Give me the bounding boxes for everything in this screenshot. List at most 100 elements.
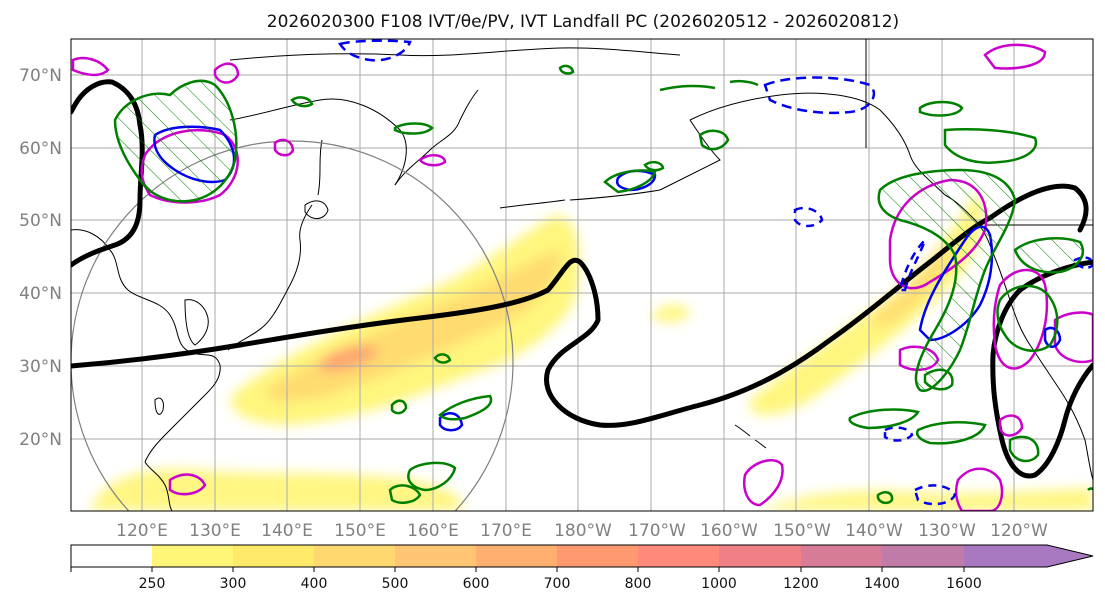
landfall-16 bbox=[1008, 435, 1040, 463]
colorbar-label: 250 bbox=[139, 576, 166, 592]
map-frame bbox=[70, 38, 1094, 512]
lat-label: 70°N bbox=[19, 66, 62, 86]
ivt-small-blob bbox=[650, 304, 690, 323]
theta-e-warm-4 bbox=[71, 56, 110, 77]
range-ring bbox=[71, 140, 514, 511]
landfall-19 bbox=[390, 399, 408, 415]
coast-japan bbox=[227, 204, 313, 351]
colorbar-label: 1200 bbox=[783, 576, 819, 592]
colorbar-segment bbox=[557, 545, 638, 567]
map-area bbox=[71, 39, 1093, 511]
landfall-7 bbox=[698, 129, 730, 151]
landfall-22 bbox=[433, 353, 452, 364]
landfall-12 bbox=[996, 284, 1059, 352]
coast-taiwan bbox=[154, 397, 164, 415]
landfall-11 bbox=[918, 100, 964, 117]
coast-hokkaido bbox=[304, 200, 329, 219]
theta-e-warm-10 bbox=[168, 473, 207, 496]
colorbar-label: 1400 bbox=[864, 576, 900, 592]
landfall-3 bbox=[290, 96, 314, 108]
ivt-plume-east bbox=[749, 195, 984, 415]
colorbar: 250 300 400 500 600 700 800 1000 1200 14… bbox=[70, 544, 1094, 592]
theta-e-cold-4 bbox=[438, 412, 464, 432]
theta-e-warm-7 bbox=[992, 268, 1049, 370]
colorbar-ticks bbox=[70, 567, 965, 572]
colorbar-label: 800 bbox=[625, 576, 652, 592]
lon-label: 130°E bbox=[189, 521, 241, 541]
landfall-8 bbox=[659, 79, 759, 92]
lon-label: 160°E bbox=[407, 521, 459, 541]
ivt-south-band-east bbox=[760, 488, 1093, 511]
colorbar-label: 300 bbox=[220, 576, 247, 592]
theta-e-warm-13 bbox=[1053, 311, 1093, 364]
lat-labels: 70°N 60°N 50°N 40°N 30°N 20°N bbox=[19, 66, 62, 450]
lon-label: 140°E bbox=[261, 521, 313, 541]
landfall-24 bbox=[1087, 487, 1093, 491]
figure-title: 2026020300 F108 IVT/θe/PV, IVT Landfall … bbox=[267, 12, 899, 32]
colorbar-segment bbox=[314, 545, 395, 567]
landfall-20 bbox=[407, 461, 457, 492]
coast-philippines bbox=[144, 461, 173, 511]
theta-e-cold-dash-4 bbox=[883, 426, 914, 442]
landfall-2 bbox=[393, 122, 434, 135]
lat-label: 60°N bbox=[19, 139, 62, 159]
theta-e-warm-11 bbox=[954, 467, 1004, 511]
lat-label: 40°N bbox=[19, 284, 62, 304]
coast-siberia-north bbox=[229, 47, 681, 61]
landfall-10 bbox=[943, 128, 1038, 164]
theta-e-cold-5 bbox=[1043, 326, 1062, 348]
theta-e-cold-dash-6 bbox=[898, 239, 927, 292]
coast-korea bbox=[184, 299, 209, 346]
landfall-23 bbox=[876, 491, 894, 505]
lon-label: 180°W bbox=[554, 521, 612, 541]
coast-hawaii bbox=[734, 424, 767, 449]
lon-label: 170°W bbox=[628, 521, 686, 541]
lon-label: 150°E bbox=[334, 521, 386, 541]
landfall-18 bbox=[438, 394, 493, 421]
lon-label: 140°W bbox=[845, 521, 903, 541]
colorbar-segment bbox=[719, 545, 801, 567]
ivt-south-band bbox=[90, 469, 463, 511]
colorbar-segment bbox=[233, 545, 314, 567]
colorbar-outline bbox=[70, 544, 1094, 568]
colorbar-segment bbox=[882, 545, 964, 567]
colorbar-segment bbox=[638, 545, 719, 567]
colorbar-label: 400 bbox=[301, 576, 328, 592]
colorbar-label: 500 bbox=[382, 576, 409, 592]
coast-alaska-peninsula bbox=[659, 119, 721, 191]
landfall-14 bbox=[848, 408, 920, 430]
theta-e-warm-2 bbox=[273, 138, 295, 157]
theta-e-warm-5 bbox=[213, 62, 240, 84]
theta-e-cold-dash-5 bbox=[913, 484, 957, 506]
lon-label: 160°W bbox=[700, 521, 758, 541]
theta-e-warm-12 bbox=[998, 414, 1024, 437]
landfall-17 bbox=[923, 368, 954, 391]
ivt-plume-peak bbox=[320, 345, 380, 372]
lat-label: 30°N bbox=[19, 357, 62, 377]
colorbar-segment bbox=[476, 545, 557, 567]
coast-aleutians bbox=[499, 189, 661, 209]
coast-sakhalin bbox=[317, 139, 323, 196]
colorbar-segment bbox=[801, 545, 882, 567]
colorbar-segment bbox=[152, 545, 233, 567]
lon-label: 150°W bbox=[773, 521, 831, 541]
colorbar-label: 700 bbox=[544, 576, 571, 592]
theta-e-warm-14 bbox=[983, 43, 1047, 70]
pv-contour-east bbox=[990, 259, 1093, 479]
theta-e-warm-3 bbox=[418, 154, 447, 167]
colorbar-segment bbox=[395, 545, 476, 567]
theta-e-cold-dash-3 bbox=[793, 206, 824, 228]
landfall-6 bbox=[643, 160, 665, 172]
lon-label: 120°W bbox=[990, 521, 1048, 541]
landfall-13 bbox=[1013, 237, 1085, 274]
lon-label: 120°E bbox=[116, 521, 168, 541]
lat-label: 20°N bbox=[19, 430, 62, 450]
lon-labels: 120°E 130°E 140°E 150°E 160°E 170°E 180°… bbox=[116, 521, 1048, 541]
colorbar-extend-arrow bbox=[964, 545, 1093, 567]
coast-alaska bbox=[689, 92, 946, 196]
landfall-contours bbox=[113, 64, 1093, 505]
landfall-9 bbox=[877, 168, 1017, 392]
colorbar-label: 600 bbox=[463, 576, 490, 592]
lat-label: 50°N bbox=[19, 211, 62, 231]
landfall-21 bbox=[388, 484, 422, 504]
